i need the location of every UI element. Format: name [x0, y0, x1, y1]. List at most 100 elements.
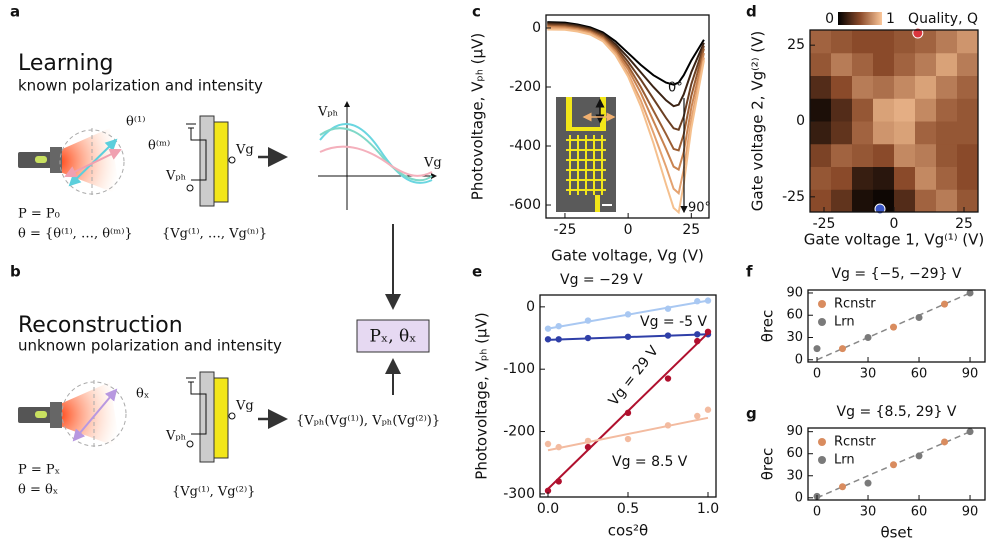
- chart-panel: Rcnstr Lrn Vg = {8.5, 29} V 0 30 60 90 0 30 60 90 θ…: [759, 404, 986, 542]
- heat-cell: [852, 98, 874, 122]
- chart-title: Quality, Q: [908, 11, 978, 27]
- data-point: [890, 461, 898, 469]
- annotation: 90°: [688, 201, 711, 216]
- y-tick-label: -400: [509, 138, 541, 154]
- heat-cell: [915, 143, 937, 167]
- y-tick-label: 0: [796, 113, 805, 129]
- terminal: [186, 440, 194, 448]
- panel-labels: a b c d e f g: [10, 3, 757, 423]
- flashlight-switch: [35, 411, 47, 418]
- y-axis-label: θrec: [759, 310, 777, 343]
- photo-label: Vₚₕ: [165, 169, 186, 184]
- device-substrate: [199, 371, 215, 463]
- x-axis-label: θset: [880, 524, 912, 542]
- angle-label: θₓ: [136, 387, 149, 402]
- chart-panel: Vg = −29 V Vg = -5 V Vg = 29 V Vg = 8.5 V 0.…: [473, 272, 720, 540]
- heat-cell: [957, 75, 979, 99]
- y-tick-label: -25: [782, 189, 805, 205]
- heat-cell: [831, 98, 853, 122]
- panel-label: e: [472, 263, 482, 281]
- y-tick-label: -600: [509, 197, 541, 213]
- heat-cell: [936, 75, 958, 99]
- sketch-y-label: Vₚₕ: [317, 105, 338, 120]
- y-tick-label: 0: [795, 490, 803, 505]
- data-point: [839, 345, 847, 353]
- legend-label: Lrn: [834, 453, 855, 468]
- y-tick-label: 60: [786, 308, 803, 323]
- heat-cell: [852, 30, 874, 54]
- electrode: [600, 97, 606, 127]
- heat-cell: [852, 166, 874, 190]
- terminal: [228, 156, 236, 164]
- x-tick-label: 0: [890, 216, 899, 232]
- electrode: [566, 97, 572, 127]
- chart-panel: 0° 90° -25 0 25 0 -200 -400 -600 Gate voltage, Vg…: [469, 14, 711, 265]
- x-tick-label: 0.5: [617, 501, 639, 517]
- heat-cell: [852, 121, 874, 145]
- heat-cell: [936, 166, 958, 190]
- heat-cell: [894, 52, 916, 76]
- panel-label: g: [746, 405, 757, 423]
- data-point: [813, 345, 821, 353]
- y-axis-label: Photovoltage, Vₚₕ (μV): [473, 312, 491, 479]
- y-tick-label: 60: [786, 446, 803, 461]
- heat-cell: [957, 30, 979, 54]
- heat-cell: [936, 52, 958, 76]
- data-point: [624, 333, 632, 340]
- light-beam: [60, 382, 120, 448]
- y-tick-label: 30: [786, 330, 803, 345]
- heat-cell: [810, 189, 832, 213]
- panel-label: c: [472, 3, 481, 21]
- device-gate: [213, 377, 229, 459]
- data-point: [864, 479, 872, 487]
- light-beam: [60, 128, 120, 195]
- x-tick-label: 25: [682, 222, 700, 238]
- comb-fingers: [566, 135, 606, 195]
- data-point: [544, 440, 552, 448]
- data-point: [664, 332, 672, 339]
- y-tick-label: 0: [526, 299, 535, 315]
- panel-label: a: [10, 3, 20, 21]
- x-tick-label: -25: [554, 222, 577, 238]
- power-label: P = P₀: [18, 207, 60, 222]
- data-point: [694, 412, 701, 420]
- x-tick-label: 25: [955, 216, 973, 232]
- heat-cell: [957, 52, 979, 76]
- x-tick-label: 30: [860, 505, 877, 520]
- x-tick-label: -25: [813, 216, 836, 232]
- data-point: [584, 437, 592, 445]
- legend-label: Lrn: [834, 315, 855, 330]
- heat-cell: [831, 166, 853, 190]
- panel-label: d: [746, 3, 757, 21]
- device-gate: [213, 121, 229, 203]
- data-point: [694, 337, 701, 345]
- device-substrate: [199, 115, 215, 207]
- heat-cell: [915, 189, 937, 213]
- series-label: Vg = 8.5 V: [612, 454, 688, 470]
- polarization-arrow: [72, 388, 118, 442]
- data-point: [966, 289, 974, 297]
- heat-cell: [831, 52, 853, 76]
- y-tick-label: 0: [532, 20, 541, 36]
- x-tick-label: 0: [624, 222, 633, 238]
- heat-cell: [852, 143, 874, 167]
- heat-cell: [852, 52, 874, 76]
- heat-cell: [894, 189, 916, 213]
- flashlight-head: [50, 147, 62, 173]
- data-point: [915, 313, 923, 321]
- terminal: [186, 184, 194, 192]
- data-line: [547, 28, 705, 215]
- angle-set-label: θ = θₓ: [18, 483, 58, 498]
- data-line: [547, 23, 705, 131]
- colorbar: [838, 12, 882, 25]
- heat-cell: [831, 189, 853, 213]
- annotation: 0°: [668, 81, 683, 96]
- heat-cell: [894, 121, 916, 145]
- y-axis-label: Gate voltage 2, Vg⁽²⁾ (V): [749, 31, 767, 211]
- angle-label: θ⁽¹⁾: [126, 115, 145, 130]
- subheading: unknown polarization and intensity: [18, 337, 282, 355]
- heat-cell: [831, 75, 853, 99]
- fit-line: [547, 416, 709, 452]
